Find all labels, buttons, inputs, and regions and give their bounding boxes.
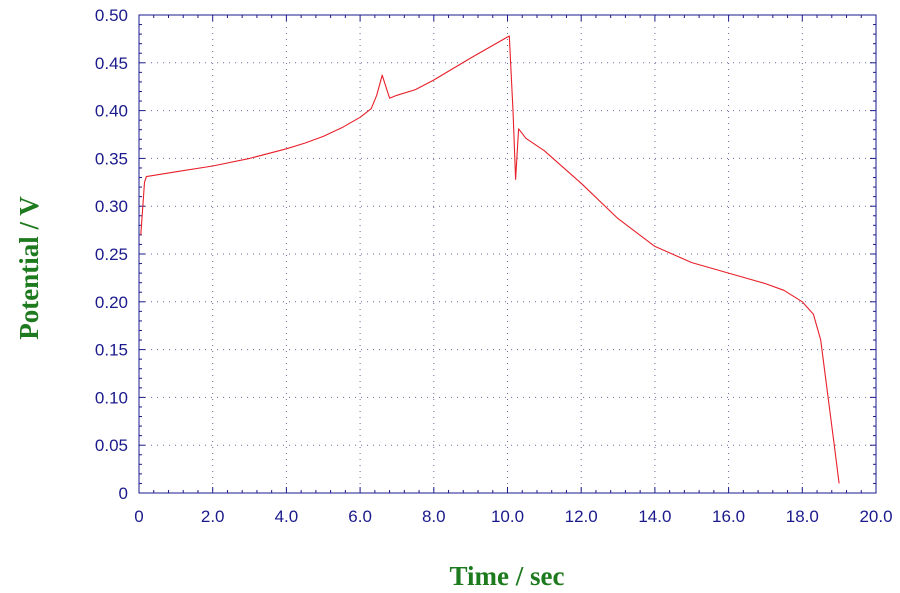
series-layer <box>140 35 840 484</box>
x-axis-title: Time / sec <box>450 561 565 591</box>
y-tick-label: 0.35 <box>95 149 128 168</box>
tick-layer <box>138 14 877 494</box>
x-tick-label: 10.0 <box>491 507 524 526</box>
y-tick-label: 0.45 <box>95 54 128 73</box>
plot-frame <box>138 14 877 494</box>
y-tick-label: 0 <box>119 484 128 503</box>
x-tick-label: 8.0 <box>422 507 446 526</box>
y-tick-label: 0.15 <box>95 341 128 360</box>
y-tick-label: 0.10 <box>95 388 128 407</box>
y-tick-labels: 0 0.05 0.10 0.15 0.20 0.25 0.30 0.35 0.40 0.45 0.5… <box>95 6 128 503</box>
y-tick-label: 0.40 <box>95 102 128 121</box>
x-tick-label: 6.0 <box>348 507 372 526</box>
x-tick-labels: 0 2.0 4.0 6.0 8.0 10.0 12.0 14.0 16.0 18.0 20.0 <box>134 507 892 526</box>
x-tick-label: 4.0 <box>275 507 299 526</box>
y-tick-label: 0.20 <box>95 293 128 312</box>
x-tick-label: 2.0 <box>201 507 225 526</box>
y-tick-label: 0.30 <box>95 197 128 216</box>
y-tick-label: 0.25 <box>95 245 128 264</box>
x-tick-label: 16.0 <box>712 507 745 526</box>
x-tick-label: 0 <box>134 507 143 526</box>
x-tick-label: 18.0 <box>786 507 819 526</box>
x-tick-label: 14.0 <box>638 507 671 526</box>
y-tick-label: 0.05 <box>95 436 128 455</box>
x-tick-label: 20.0 <box>859 507 892 526</box>
potential-series-line <box>140 35 840 484</box>
y-axis-title: Potential / V <box>14 196 44 340</box>
y-tick-label: 0.50 <box>95 6 128 25</box>
grid-layer <box>139 15 876 493</box>
x-tick-label: 12.0 <box>565 507 598 526</box>
